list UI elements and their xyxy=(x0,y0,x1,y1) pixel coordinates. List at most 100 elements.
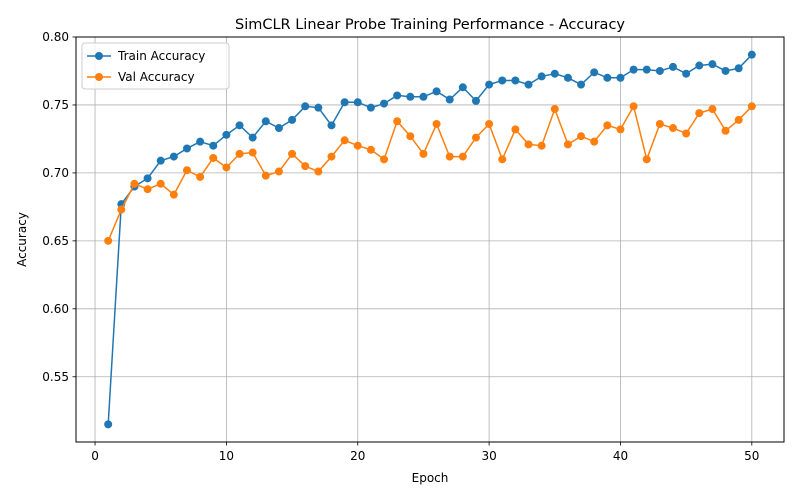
x-axis: 0 10 20 30 40 50 xyxy=(91,442,759,463)
data-point xyxy=(524,80,533,89)
data-point xyxy=(104,236,113,245)
data-point xyxy=(222,163,231,172)
data-point xyxy=(524,140,533,149)
data-point xyxy=(406,92,415,101)
data-point xyxy=(314,103,323,112)
data-point xyxy=(537,72,546,81)
data-point xyxy=(366,145,375,154)
data-point xyxy=(380,99,389,108)
data-point xyxy=(708,105,717,114)
data-point xyxy=(419,92,428,101)
data-point xyxy=(235,149,244,158)
data-point xyxy=(655,119,664,128)
data-point xyxy=(629,65,638,74)
y-tick-label: 0.55 xyxy=(42,370,69,384)
legend-label: Train Accuracy xyxy=(117,49,205,63)
data-point xyxy=(511,125,520,134)
data-point xyxy=(616,125,625,134)
data-point xyxy=(590,137,599,146)
data-point xyxy=(117,205,126,214)
data-point xyxy=(458,83,467,92)
data-point xyxy=(366,103,375,112)
data-point xyxy=(196,172,205,181)
x-tick-label: 30 xyxy=(481,449,496,463)
legend-box xyxy=(81,42,230,90)
data-point xyxy=(471,133,480,142)
x-tick-label: 0 xyxy=(91,449,99,463)
series-layer xyxy=(104,50,756,429)
data-point xyxy=(156,179,165,188)
y-tick-label: 0.70 xyxy=(42,166,69,180)
data-point xyxy=(616,73,625,82)
data-point xyxy=(721,66,730,75)
data-point xyxy=(603,73,612,82)
data-point xyxy=(669,124,678,133)
data-point xyxy=(550,69,559,78)
data-point xyxy=(301,102,310,111)
data-point xyxy=(498,155,507,164)
data-point xyxy=(130,179,139,188)
data-point xyxy=(353,141,362,150)
data-point xyxy=(196,137,205,146)
x-tick-label: 20 xyxy=(350,449,365,463)
data-point xyxy=(393,91,402,100)
data-point xyxy=(419,149,428,158)
data-point xyxy=(274,124,283,133)
data-point xyxy=(708,60,717,69)
data-point xyxy=(445,152,454,161)
grid xyxy=(76,36,784,442)
x-tick-label: 10 xyxy=(219,449,234,463)
data-point xyxy=(353,98,362,107)
y-tick-label: 0.65 xyxy=(42,234,69,248)
data-point xyxy=(471,96,480,105)
data-point xyxy=(327,152,336,161)
data-point xyxy=(642,155,651,164)
data-point xyxy=(261,117,270,126)
data-point xyxy=(747,102,756,111)
data-point xyxy=(209,141,218,150)
data-point xyxy=(248,148,257,157)
data-point xyxy=(511,76,520,85)
y-tick-label: 0.60 xyxy=(42,302,69,316)
x-axis-label: Epoch xyxy=(412,471,449,485)
data-point xyxy=(288,115,297,124)
legend: Train Accuracy Val Accuracy xyxy=(81,42,230,90)
data-point xyxy=(182,144,191,153)
legend-swatch-marker xyxy=(95,52,103,60)
y-tick-label: 0.75 xyxy=(42,98,69,112)
data-point xyxy=(485,80,494,89)
data-point xyxy=(156,156,165,165)
data-point xyxy=(734,115,743,124)
data-point xyxy=(169,152,178,161)
data-point xyxy=(642,65,651,74)
data-point xyxy=(695,61,704,70)
data-point xyxy=(682,129,691,138)
data-point xyxy=(104,420,113,429)
legend-label: Val Accuracy xyxy=(118,70,195,84)
data-point xyxy=(590,68,599,77)
data-point xyxy=(380,155,389,164)
data-point xyxy=(563,73,572,82)
data-point xyxy=(695,109,704,118)
data-point xyxy=(143,185,152,194)
data-point xyxy=(327,121,336,130)
data-point xyxy=(393,117,402,126)
y-tick-label: 0.80 xyxy=(42,30,69,44)
data-point xyxy=(577,80,586,89)
chart-title: SimCLR Linear Probe Training Performance… xyxy=(235,17,625,33)
data-point xyxy=(655,66,664,75)
data-point xyxy=(629,102,638,111)
y-axis: 0.55 0.60 0.65 0.70 0.75 0.80 xyxy=(42,30,76,384)
data-point xyxy=(577,132,586,141)
data-point xyxy=(301,162,310,171)
data-point xyxy=(485,119,494,128)
data-point xyxy=(537,141,546,150)
data-point xyxy=(261,171,270,180)
data-point xyxy=(498,76,507,85)
data-point xyxy=(340,136,349,145)
data-point xyxy=(314,167,323,176)
data-point xyxy=(340,98,349,107)
data-point xyxy=(235,121,244,130)
data-point xyxy=(274,167,283,176)
